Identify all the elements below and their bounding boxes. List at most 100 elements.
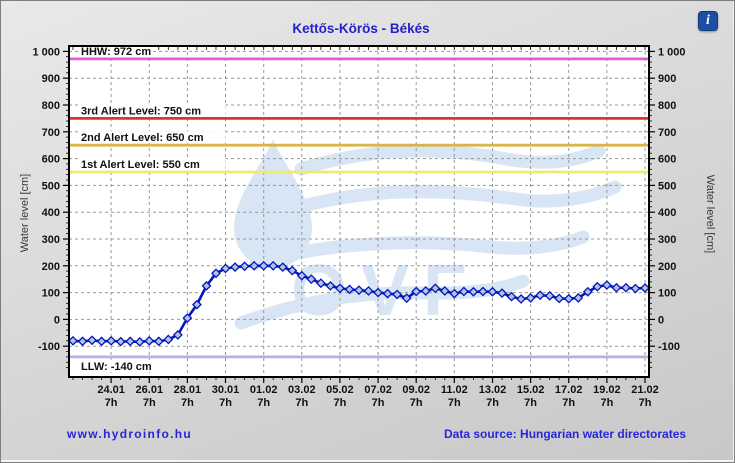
data-point [535,290,546,301]
data-point [172,330,183,340]
y-tick-label-left: 500 [42,180,60,192]
x-tick-date: 01.02 [250,384,278,396]
y-tick-label-left: 700 [42,127,60,139]
watermark-wave-icon [249,230,590,270]
x-tick-date: 13.02 [479,384,507,396]
data-point [306,274,317,285]
data-point [296,270,307,281]
x-tick-date: 05.02 [326,384,354,396]
x-tick-hour: 7h [295,397,308,409]
y-tick-label-right: 100 [658,288,676,300]
data-point [77,336,88,347]
x-tick-date: 28.01 [174,384,202,396]
x-tick-hour: 7h [486,397,499,409]
y-tick-label-right: 700 [658,127,676,139]
data-point [134,336,145,347]
data-point [439,286,450,296]
website-link[interactable]: www.hydroinfo.hu [66,427,192,441]
y-tick-label-left: -100 [38,341,60,353]
data-point [544,290,555,301]
data-point [630,283,641,294]
chart-title: Kettős-Körös - Békés [292,21,429,36]
info-icon-glyph: i [706,13,710,28]
data-point [478,286,488,297]
y-axis-label-right: Water level [cm] [704,175,716,253]
reference-label-bg [79,104,226,117]
x-tick-hour: 7h [105,397,118,409]
x-tick-hour: 7h [410,397,423,409]
ovf-watermark: OVF [234,139,622,331]
data-point [68,335,78,346]
data-point [563,293,574,304]
reference-label-hhw: HHW: 972 cm [81,46,151,58]
reference-label-bg [79,131,226,144]
data-point [525,293,536,303]
x-tick-hour: 7h [372,397,385,409]
x-tick-date: 11.02 [441,384,468,396]
x-tick-hour: 7h [600,397,613,409]
y-tick-label-right: -100 [658,341,680,353]
data-point [554,293,565,304]
y-tick-label-right: 900 [658,73,676,85]
data-point [163,334,174,345]
reference-label-llw: LLW: -140 cm [81,361,152,373]
x-tick-hour: 7h [562,397,575,409]
y-tick-label-right: 800 [658,100,676,112]
x-tick-hour: 7h [333,397,346,409]
x-tick-hour: 7h [257,397,270,409]
data-source-text: Data source: Hungarian water directorate… [444,427,686,441]
y-tick-label-left: 400 [42,207,60,219]
reference-label-alert3: 3rd Alert Level: 750 cm [81,105,201,117]
plot-background [69,46,649,377]
reference-label-bg [79,359,158,372]
data-point [382,288,393,299]
y-tick-label-left: 300 [42,234,60,246]
y-tick-label-right: 1 000 [658,46,686,58]
data-point [621,282,631,293]
info-icon[interactable]: i [698,11,718,31]
x-tick-date: 15.02 [517,384,545,396]
x-tick-date: 24.01 [97,384,125,396]
data-point [268,260,279,271]
y-axis-label-left: Water level [cm] [19,174,31,252]
y-tick-label-left: 100 [42,288,60,300]
data-point [106,335,117,346]
y-tick-label-right: 500 [658,180,676,192]
data-point [115,336,126,347]
x-tick-hour: 7h [524,397,537,409]
data-point [239,261,250,272]
data-point [487,286,498,297]
data-point [573,293,584,303]
data-point [258,260,269,271]
data-point [344,284,355,295]
data-point [640,283,650,293]
y-tick-label-right: 0 [658,314,664,326]
data-point [287,265,298,276]
data-point [144,335,155,346]
watermark-wave-icon [286,180,622,216]
y-tick-label-left: 0 [54,314,60,326]
y-tick-label-right: 300 [658,234,676,246]
data-point [373,287,383,298]
data-point [506,291,517,302]
y-tick-label-left: 600 [42,154,60,166]
y-tick-label-left: 1 000 [32,46,60,58]
data-point [363,286,374,296]
data-point [516,294,526,304]
data-point [582,286,593,297]
x-tick-date: 03.02 [288,384,316,396]
reference-label-bg [79,158,226,170]
watermark-drop-icon [234,139,312,268]
data-point [277,262,288,273]
data-point [220,263,231,274]
x-tick-hour: 7h [219,397,232,409]
plot-border [68,45,650,378]
x-tick-date: 09.02 [402,384,430,396]
data-point [96,336,107,347]
data-point [230,262,240,273]
y-tick-label-left: 800 [42,100,60,112]
y-tick-label-left: 200 [42,261,60,273]
data-point [401,293,412,304]
